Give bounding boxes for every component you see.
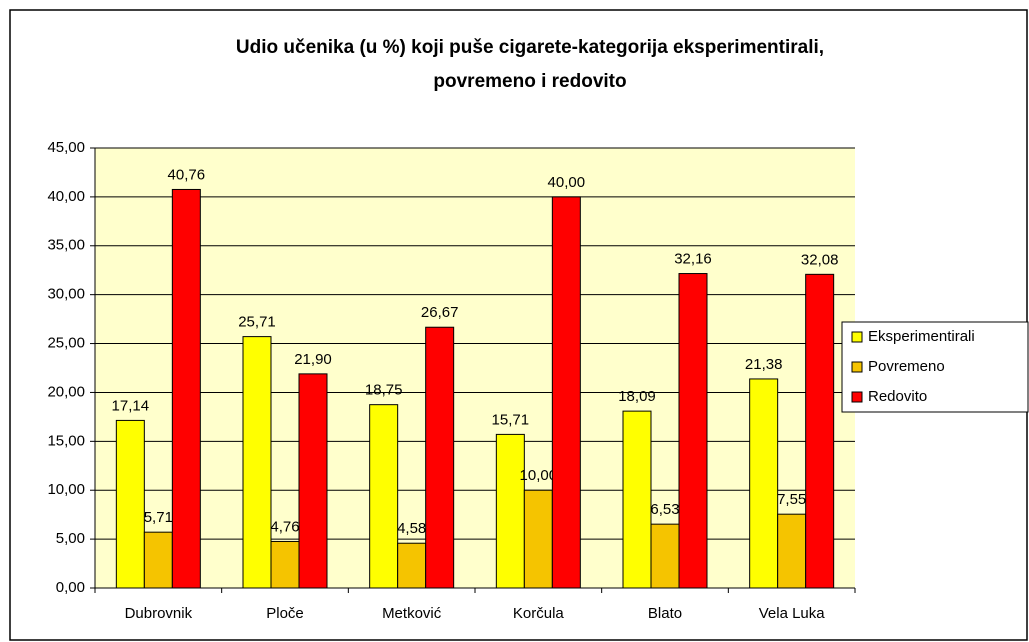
bar xyxy=(650,523,680,589)
y-tick-label: 25,00 xyxy=(47,335,85,352)
y-tick-label: 5,00 xyxy=(56,530,85,547)
legend-swatch xyxy=(851,391,863,403)
bar xyxy=(369,404,399,589)
y-tick-label: 15,00 xyxy=(47,432,85,449)
value-label: 15,71 xyxy=(492,411,530,428)
bar xyxy=(523,489,553,589)
value-label: 6,53 xyxy=(650,501,679,518)
legend-swatch xyxy=(851,361,863,373)
bar xyxy=(678,273,708,589)
legend-box xyxy=(841,321,1029,413)
bar xyxy=(749,378,779,589)
y-tick-label: 0,00 xyxy=(56,579,85,596)
value-label: 18,09 xyxy=(618,388,656,405)
value-label: 10,00 xyxy=(520,467,558,484)
value-label: 18,75 xyxy=(365,382,403,399)
bar xyxy=(425,326,455,589)
chart-title: Udio učenika (u %) koji puše cigarete-ka… xyxy=(236,37,824,58)
bar xyxy=(270,540,300,589)
legend-label: Redovito xyxy=(868,388,927,405)
value-label: 17,14 xyxy=(112,397,150,414)
chart-title: povremeno i redovito xyxy=(433,71,626,92)
plot-area xyxy=(95,148,855,588)
legend-swatch xyxy=(851,331,863,343)
value-label: 4,76 xyxy=(270,518,299,535)
x-tick-label: Metković xyxy=(382,605,442,622)
bar xyxy=(115,419,145,589)
legend-label: Povremeno xyxy=(868,358,945,375)
bar xyxy=(171,188,201,589)
x-tick-label: Korčula xyxy=(513,605,565,622)
value-label: 21,90 xyxy=(294,351,332,368)
x-tick-label: Vela Luka xyxy=(759,605,826,622)
y-tick-label: 35,00 xyxy=(47,237,85,254)
bar xyxy=(622,410,652,589)
bar xyxy=(397,542,427,589)
x-tick-label: Blato xyxy=(648,605,682,622)
y-tick-label: 45,00 xyxy=(47,139,85,156)
bar xyxy=(242,336,272,589)
value-label: 32,08 xyxy=(801,251,839,268)
bar xyxy=(551,196,581,589)
value-label: 32,16 xyxy=(674,251,712,268)
y-tick-label: 20,00 xyxy=(47,383,85,400)
value-label: 5,71 xyxy=(144,509,173,526)
y-tick-label: 30,00 xyxy=(47,286,85,303)
value-label: 21,38 xyxy=(745,356,783,373)
x-tick-label: Dubrovnik xyxy=(125,605,193,622)
value-label: 26,67 xyxy=(421,304,459,321)
value-label: 40,76 xyxy=(168,166,206,183)
y-tick-label: 40,00 xyxy=(47,188,85,205)
bar xyxy=(805,273,835,589)
legend-label: Eksperimentirali xyxy=(868,328,975,345)
bar xyxy=(495,433,525,589)
value-label: 4,58 xyxy=(397,520,426,537)
x-tick-label: Ploče xyxy=(266,605,304,622)
bar xyxy=(298,373,328,589)
value-label: 40,00 xyxy=(548,174,586,191)
bar xyxy=(777,513,807,589)
value-label: 25,71 xyxy=(238,314,276,331)
bar xyxy=(143,531,173,589)
y-tick-label: 10,00 xyxy=(47,481,85,498)
value-label: 7,55 xyxy=(777,491,806,508)
